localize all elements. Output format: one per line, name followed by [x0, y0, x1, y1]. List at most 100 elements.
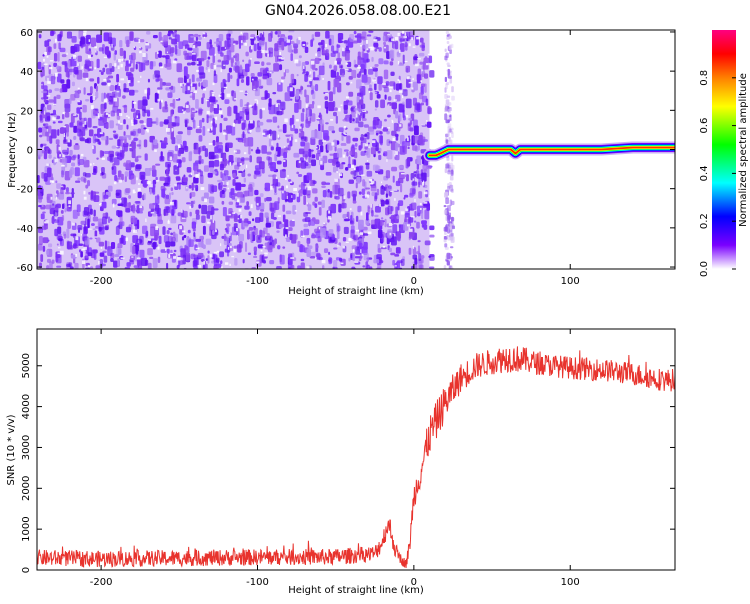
noise-cell: [328, 258, 332, 263]
noise-cell: [151, 165, 156, 171]
noise-gap: [121, 58, 124, 61]
noise-gap: [240, 214, 243, 219]
noise-cell: [219, 122, 223, 133]
noise-gap: [296, 192, 299, 197]
noise-gap: [118, 83, 121, 86]
noise-gap: [355, 229, 360, 232]
noise-gap: [338, 107, 341, 112]
noise-gap: [212, 220, 215, 223]
noise-cell: [289, 220, 295, 227]
noise-cell: [157, 256, 161, 264]
noise-cell: [325, 30, 330, 39]
noise-gap: [381, 126, 384, 129]
noise-cell: [117, 243, 123, 249]
noise-gap: [411, 37, 414, 40]
noise-cell: [116, 73, 119, 83]
noise-cell: [377, 247, 382, 253]
noise-cell: [154, 70, 160, 78]
noise-cell: [56, 265, 62, 268]
noise-gap: [277, 215, 281, 217]
noise-cell: [98, 241, 105, 247]
noise-cell: [390, 71, 395, 76]
noise-cell: [204, 148, 208, 158]
noise-cell: [109, 84, 115, 91]
noise-cell: [310, 39, 313, 47]
noise-gap: [46, 163, 49, 166]
noise-gap: [289, 87, 293, 92]
noise-cell: [312, 188, 318, 194]
noise-cell: [168, 37, 173, 40]
noise-gap: [116, 146, 119, 148]
noise-strip-cell: [444, 55, 448, 61]
noise-cell: [335, 195, 340, 200]
noise-cell: [195, 209, 200, 215]
noise-cell: [245, 242, 248, 252]
noise-cell: [164, 119, 169, 125]
noise-cell: [98, 47, 104, 52]
noise-cell: [311, 154, 316, 159]
noise-gap: [221, 266, 223, 269]
noise-gap: [290, 257, 295, 259]
noise-cell: [361, 74, 368, 83]
noise-cell: [77, 154, 80, 160]
noise-cell: [292, 204, 296, 215]
noise-cell: [396, 231, 401, 241]
noise-cell: [233, 92, 236, 102]
noise-gap: [212, 82, 215, 86]
noise-cell: [378, 84, 382, 91]
noise-cell: [103, 150, 110, 154]
noise-cell: [371, 66, 376, 69]
noise-cell: [369, 266, 373, 269]
noise-gap: [419, 202, 422, 206]
noise-cell: [228, 67, 232, 73]
noise-cell: [175, 176, 181, 180]
noise-strip-cell: [447, 170, 451, 175]
noise-cell: [165, 45, 171, 55]
noise-cell: [117, 258, 120, 267]
noise-cell: [56, 94, 61, 99]
noise-cell: [113, 260, 118, 268]
noise-cell: [110, 241, 116, 249]
noise-strip-cell: [450, 162, 453, 168]
noise-cell: [207, 255, 210, 264]
noise-cell: [360, 151, 366, 156]
noise-cell: [320, 228, 326, 238]
noise-strip-cell: [443, 205, 447, 208]
noise-cell: [302, 189, 307, 195]
colorbar-gradient: [712, 30, 736, 269]
noise-gap: [240, 31, 243, 34]
noise-cell: [238, 139, 242, 143]
noise-cell: [331, 45, 335, 52]
noise-gap: [213, 251, 218, 254]
noise-cell: [104, 102, 107, 110]
noise-gap: [401, 172, 405, 175]
noise-cell: [300, 112, 305, 122]
noise-gap: [250, 45, 253, 50]
noise-cell: [300, 141, 305, 147]
noise-gap: [275, 243, 277, 246]
noise-cell: [96, 157, 99, 160]
noise-gap: [156, 51, 159, 55]
noise-gap: [133, 191, 137, 193]
noise-cell: [410, 202, 417, 210]
noise-cell: [331, 234, 335, 240]
noise-cell: [279, 64, 283, 71]
noise-cell: [103, 92, 106, 101]
noise-gap: [286, 39, 291, 43]
noise-gap: [228, 213, 231, 216]
noise-gap: [336, 170, 338, 173]
noise-cell: [276, 110, 283, 116]
noise-gap: [394, 37, 399, 41]
noise-cell: [207, 172, 213, 178]
noise-cell: [176, 63, 183, 73]
noise-gap: [306, 266, 310, 269]
noise-gap: [404, 60, 408, 63]
noise-gap: [148, 239, 152, 241]
noise-cell: [357, 205, 362, 213]
noise-cell: [249, 183, 253, 192]
x-tick-label: -200: [90, 276, 113, 287]
noise-cell: [368, 128, 375, 135]
noise-gap: [387, 104, 390, 106]
noise-cell: [113, 157, 120, 166]
noise-cell: [314, 57, 320, 64]
